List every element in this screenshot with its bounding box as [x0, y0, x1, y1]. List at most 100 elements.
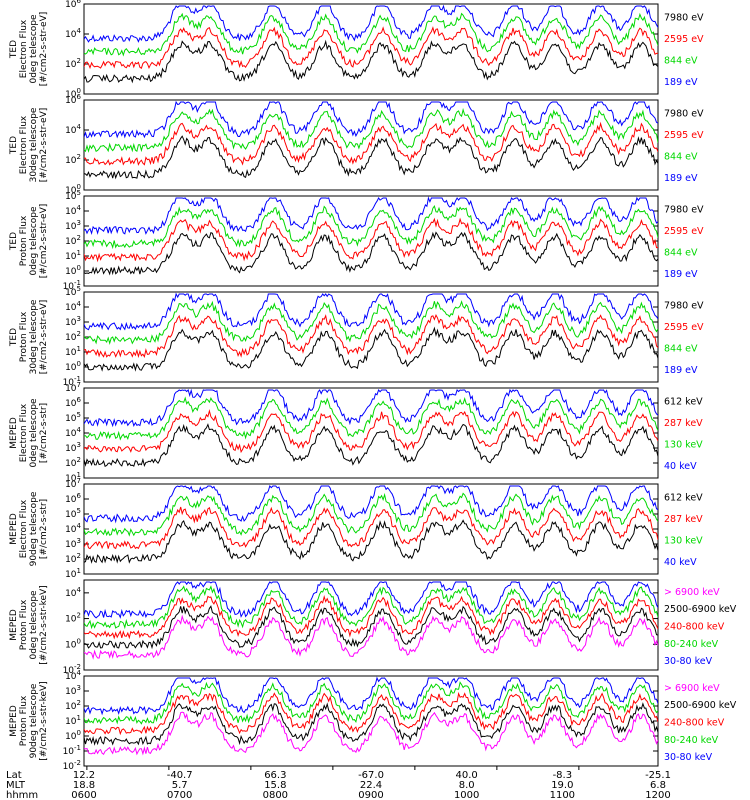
y-tick-label: 10-1: [63, 744, 81, 757]
series-line: [84, 326, 658, 372]
plot-frame: [83, 387, 659, 479]
y-tick-label: 101: [65, 249, 81, 262]
series-line: [84, 135, 658, 180]
plot-frame: [83, 675, 659, 767]
series-line: [84, 409, 658, 454]
x-row-label: Lat: [6, 770, 22, 781]
x-tick-label: 1200: [645, 790, 670, 800]
series-line: [84, 614, 658, 660]
x-tick-label: -8.3: [553, 770, 573, 781]
x-tick-label: 66.3: [264, 770, 286, 781]
x-tick-label: 18.8: [73, 780, 95, 791]
legend-entry: 189 eV: [664, 269, 698, 280]
series-line: [84, 519, 658, 564]
legend-entry: 612 keV: [664, 397, 703, 408]
legend-entry: 240-800 keV: [664, 718, 725, 729]
series-line: [84, 492, 658, 537]
x-tick-label: 8.0: [459, 780, 475, 791]
legend-entry: 7980 eV: [664, 109, 704, 120]
series-line: [84, 231, 658, 276]
legend-entry: 7980 eV: [664, 301, 704, 312]
y-tick-label: 103: [65, 537, 81, 550]
plot-frame: [83, 579, 659, 671]
y-tick-label: 102: [65, 57, 81, 70]
y-tick-label: 102: [65, 456, 81, 469]
x-tick-label: -67.0: [358, 770, 384, 781]
legend-entry: 844 eV: [664, 151, 698, 162]
y-tick-label: 100: [65, 729, 81, 742]
y-tick-label: 103: [65, 441, 81, 454]
series-line: [84, 12, 658, 57]
legend-entry: 2595 eV: [664, 322, 704, 333]
legend-entry: 240-800 keV: [664, 622, 725, 633]
x-row-label: hhmm: [6, 790, 38, 800]
series-line: [84, 581, 658, 619]
y-tick-label: 105: [65, 411, 81, 424]
series-line: [84, 26, 658, 70]
x-tick-label: 0700: [167, 790, 192, 800]
y-tick-label: 104: [65, 27, 81, 40]
series-line: [84, 605, 658, 650]
x-tick-label: 12.2: [73, 770, 95, 781]
legend-entry: 189 eV: [664, 77, 698, 88]
legend-entry: 130 keV: [664, 439, 703, 450]
legend-entry: > 6900 keV: [664, 683, 720, 694]
legend-entry: 80-240 keV: [664, 639, 719, 650]
x-row-label: MLT: [6, 780, 26, 791]
y-axis-label: MEPEDElectron Flux90deg telescope[#/cm2-…: [9, 491, 49, 566]
y-tick-label: 104: [65, 123, 81, 136]
plot-frame: [83, 3, 659, 95]
series-line: [84, 388, 658, 428]
legend-entry: 130 keV: [664, 535, 703, 546]
y-tick-label: 101: [65, 567, 81, 580]
legend-entry: 2595 eV: [664, 226, 704, 237]
series-line: [84, 300, 658, 345]
series-line: [84, 39, 658, 84]
y-tick-label: 103: [65, 684, 81, 697]
legend-entry: 844 eV: [664, 247, 698, 258]
y-tick-label: 100: [65, 264, 81, 277]
legend-entry: 7980 eV: [664, 13, 704, 24]
series-line: [84, 204, 658, 250]
x-tick-label: 6.8: [650, 780, 666, 791]
legend-entry: 30-80 keV: [664, 656, 713, 667]
legend-entry: 30-80 keV: [664, 752, 713, 763]
legend-entry: 287 keV: [664, 514, 703, 525]
y-tick-label: 102: [65, 330, 81, 343]
x-tick-label: 0800: [263, 790, 288, 800]
series-line: [84, 681, 658, 725]
x-tick-label: 0600: [71, 790, 96, 800]
series-line: [84, 396, 658, 441]
y-tick-label: 102: [65, 612, 81, 625]
y-tick-label: 103: [65, 315, 81, 328]
y-axis-label: TEDElectron Flux0deg telescope[#/cm2-s-s…: [9, 12, 49, 87]
y-tick-label: 101: [65, 345, 81, 358]
series-line: [84, 4, 658, 43]
y-tick-label: 103: [65, 219, 81, 232]
legend-entry: 2500-6900 keV: [664, 700, 737, 711]
y-tick-label: 104: [65, 204, 81, 217]
x-tick-label: 0900: [358, 790, 383, 800]
legend-entry: 80-240 keV: [664, 735, 719, 746]
x-tick-label: -40.7: [167, 770, 193, 781]
series-line: [84, 506, 658, 550]
x-tick-label: 40.0: [456, 770, 478, 781]
legend-entry: 287 keV: [664, 418, 703, 429]
series-line: [84, 217, 658, 263]
y-tick-label: 104: [65, 522, 81, 535]
series-line: [84, 691, 658, 736]
x-tick-label: 1100: [550, 790, 575, 800]
y-tick-label: 102: [65, 153, 81, 166]
y-tick-label: 102: [65, 699, 81, 712]
panels-group: 100 102 104 106 TEDElectron Flux0deg telesco…: [9, 0, 737, 772]
legend-entry: > 6900 keV: [664, 587, 720, 598]
y-tick-label: 101: [65, 714, 81, 727]
series-line: [84, 292, 658, 331]
x-tick-label: 1000: [454, 790, 479, 800]
